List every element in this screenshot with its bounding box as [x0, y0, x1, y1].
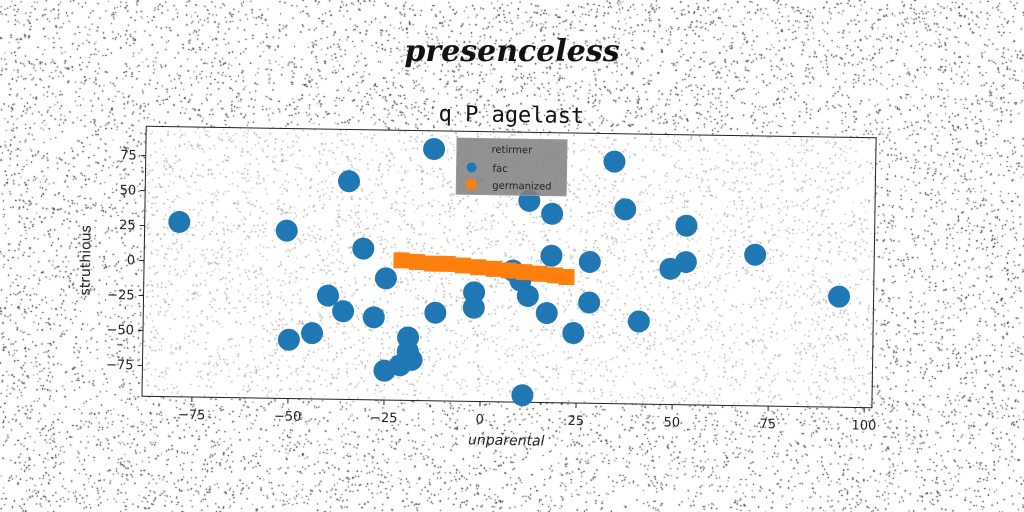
- data-point-fac: [338, 170, 361, 193]
- legend-label-fac: fac: [492, 164, 507, 175]
- x-axis-label: unparental: [468, 432, 545, 449]
- x-tick-label: 100: [851, 418, 876, 433]
- y-tick-label: 50: [120, 183, 137, 198]
- legend-label-germanized: germanized: [492, 181, 551, 193]
- data-point-fac: [424, 301, 447, 324]
- data-point-fac: [627, 310, 650, 333]
- data-point-germanized: [439, 255, 456, 273]
- data-point-fac: [578, 291, 601, 314]
- y-tick-label: 0: [127, 253, 136, 268]
- x-tick-label: 25: [567, 414, 584, 429]
- legend-title: retirmer: [491, 145, 533, 157]
- x-tick-label: 0: [475, 412, 484, 427]
- data-point-fac: [744, 243, 767, 266]
- data-point-fac: [277, 328, 300, 351]
- data-point-germanized: [485, 260, 502, 277]
- data-point-fac: [535, 302, 558, 325]
- data-point-fac: [614, 198, 637, 221]
- x-tick-label: −75: [178, 408, 206, 423]
- data-point-fac: [362, 306, 385, 329]
- data-point-fac: [463, 281, 486, 304]
- x-tick-label: −50: [274, 409, 302, 424]
- data-point-germanized: [531, 265, 548, 282]
- y-axis-label: struthious: [78, 225, 95, 296]
- data-point-fac: [603, 150, 626, 173]
- data-point-germanized: [454, 257, 472, 274]
- y-tick-label: 25: [119, 218, 136, 233]
- data-point-fac: [275, 219, 298, 242]
- x-tick-label: −25: [370, 411, 398, 426]
- data-point-fac: [301, 322, 324, 345]
- data-point-fac: [674, 251, 697, 274]
- data-point-germanized: [408, 253, 426, 271]
- data-point-germanized: [558, 268, 575, 286]
- data-point-fac: [352, 237, 375, 260]
- y-tick-label: −25: [107, 288, 135, 303]
- data-point-fac: [511, 384, 534, 407]
- data-point-fac: [516, 284, 539, 307]
- data-point-fac: [541, 202, 564, 225]
- data-point-fac: [423, 137, 446, 160]
- data-point-fac: [540, 244, 563, 267]
- legend-marker-germanized: [466, 179, 477, 190]
- data-point-fac: [828, 285, 851, 308]
- data-point-germanized: [424, 255, 441, 272]
- x-tick-label: 75: [759, 417, 776, 432]
- data-point-germanized: [470, 259, 487, 276]
- legend-marker-fac: [466, 162, 477, 173]
- data-point-fac: [373, 359, 396, 382]
- x-tick-label: 50: [663, 415, 680, 430]
- chart-title: q P agelast: [438, 102, 584, 129]
- legend-box: [455, 137, 568, 197]
- data-point-germanized: [500, 262, 518, 279]
- data-point-fac: [562, 322, 585, 345]
- data-point-fac: [462, 296, 485, 319]
- y-tick-label: −75: [106, 358, 134, 373]
- data-point-fac: [168, 210, 191, 233]
- data-point-fac: [374, 267, 397, 290]
- y-tick-label: −50: [106, 323, 134, 338]
- data-point-germanized: [393, 252, 410, 269]
- data-point-fac: [675, 214, 698, 237]
- data-point-fac: [316, 284, 339, 307]
- y-tick-label: 75: [120, 148, 137, 163]
- data-point-fac: [332, 300, 355, 323]
- data-point-fac: [578, 250, 601, 273]
- data-point-germanized: [516, 263, 533, 281]
- figure-suptitle: presenceless: [404, 34, 620, 69]
